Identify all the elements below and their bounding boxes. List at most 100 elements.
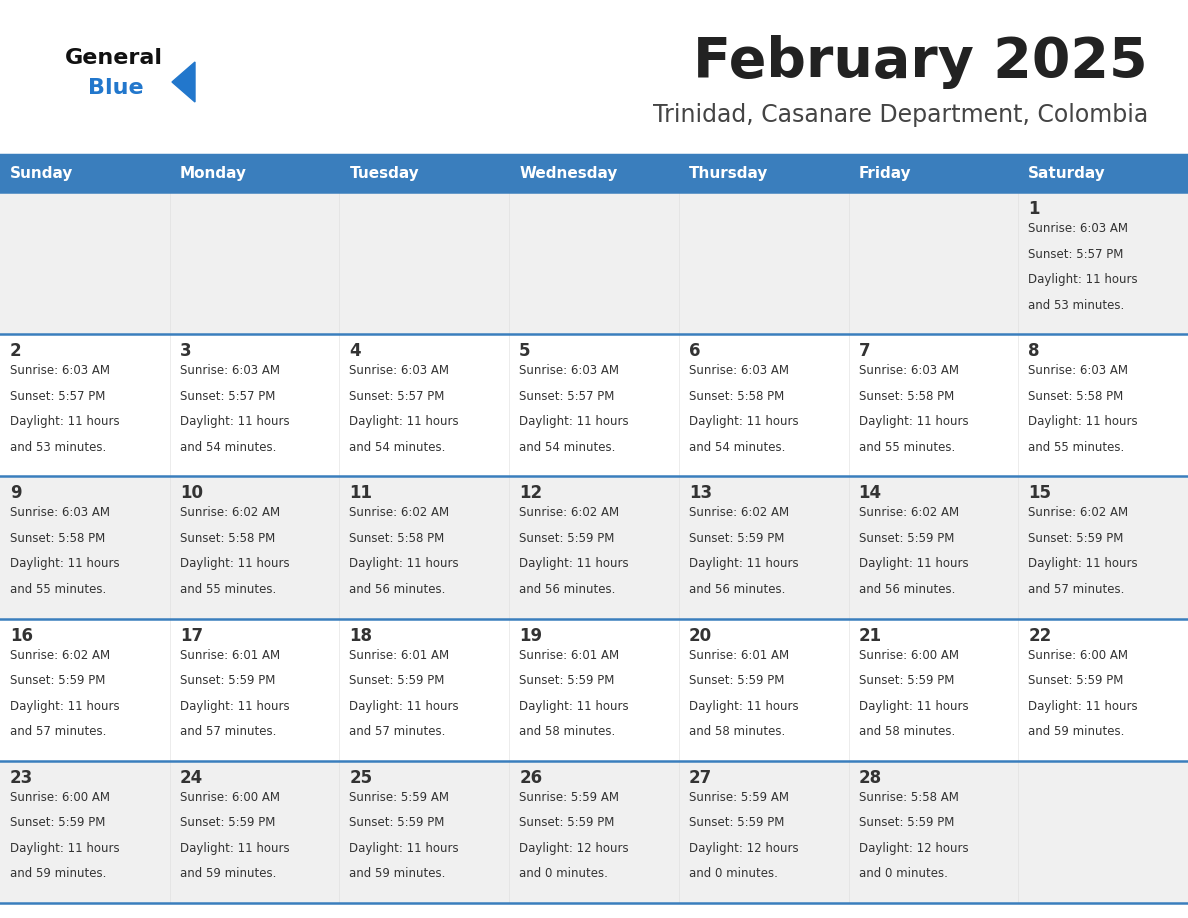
FancyBboxPatch shape — [510, 155, 678, 192]
FancyBboxPatch shape — [678, 334, 848, 476]
Text: and 54 minutes.: and 54 minutes. — [689, 441, 785, 453]
Text: Sunrise: 6:03 AM: Sunrise: 6:03 AM — [179, 364, 279, 377]
FancyBboxPatch shape — [1018, 192, 1188, 334]
Text: Daylight: 11 hours: Daylight: 11 hours — [10, 557, 120, 570]
Text: Sunrise: 6:01 AM: Sunrise: 6:01 AM — [179, 649, 280, 662]
Text: Sunrise: 6:02 AM: Sunrise: 6:02 AM — [1029, 507, 1129, 520]
Text: and 53 minutes.: and 53 minutes. — [10, 441, 106, 453]
FancyBboxPatch shape — [340, 334, 510, 476]
Text: 22: 22 — [1029, 627, 1051, 644]
FancyBboxPatch shape — [170, 761, 340, 903]
Text: 20: 20 — [689, 627, 712, 644]
FancyBboxPatch shape — [170, 334, 340, 476]
Text: Sunset: 5:57 PM: Sunset: 5:57 PM — [179, 390, 276, 403]
FancyBboxPatch shape — [848, 761, 1018, 903]
FancyBboxPatch shape — [0, 761, 170, 903]
Text: 3: 3 — [179, 342, 191, 360]
Text: Daylight: 11 hours: Daylight: 11 hours — [10, 700, 120, 712]
Text: Daylight: 11 hours: Daylight: 11 hours — [859, 700, 968, 712]
FancyBboxPatch shape — [0, 619, 170, 761]
Text: Sunrise: 6:03 AM: Sunrise: 6:03 AM — [349, 364, 449, 377]
Text: Daylight: 11 hours: Daylight: 11 hours — [179, 415, 290, 429]
FancyBboxPatch shape — [1018, 761, 1188, 903]
Text: Sunrise: 6:03 AM: Sunrise: 6:03 AM — [859, 364, 959, 377]
Text: Sunrise: 6:01 AM: Sunrise: 6:01 AM — [519, 649, 619, 662]
Text: and 55 minutes.: and 55 minutes. — [1029, 441, 1125, 453]
FancyBboxPatch shape — [0, 334, 170, 476]
FancyBboxPatch shape — [0, 155, 170, 192]
Text: Sunset: 5:59 PM: Sunset: 5:59 PM — [10, 816, 106, 829]
FancyBboxPatch shape — [848, 334, 1018, 476]
Text: and 59 minutes.: and 59 minutes. — [1029, 725, 1125, 738]
FancyBboxPatch shape — [678, 619, 848, 761]
Text: Sunset: 5:59 PM: Sunset: 5:59 PM — [859, 532, 954, 545]
Text: Sunrise: 5:58 AM: Sunrise: 5:58 AM — [859, 790, 959, 804]
Text: Daylight: 11 hours: Daylight: 11 hours — [1029, 700, 1138, 712]
FancyBboxPatch shape — [1018, 619, 1188, 761]
Text: Daylight: 11 hours: Daylight: 11 hours — [519, 557, 628, 570]
Text: Sunset: 5:59 PM: Sunset: 5:59 PM — [689, 674, 784, 688]
Text: and 54 minutes.: and 54 minutes. — [349, 441, 446, 453]
Text: Sunrise: 6:02 AM: Sunrise: 6:02 AM — [179, 507, 280, 520]
Text: 1: 1 — [1029, 200, 1040, 218]
Text: Daylight: 11 hours: Daylight: 11 hours — [1029, 273, 1138, 286]
Text: Sunday: Sunday — [10, 166, 74, 181]
Text: Sunrise: 6:02 AM: Sunrise: 6:02 AM — [859, 507, 959, 520]
Text: General: General — [65, 48, 163, 68]
FancyBboxPatch shape — [510, 334, 678, 476]
Text: Daylight: 11 hours: Daylight: 11 hours — [179, 557, 290, 570]
Text: 6: 6 — [689, 342, 701, 360]
Text: 7: 7 — [859, 342, 870, 360]
FancyBboxPatch shape — [848, 155, 1018, 192]
Text: Daylight: 11 hours: Daylight: 11 hours — [179, 842, 290, 855]
FancyBboxPatch shape — [340, 155, 510, 192]
FancyBboxPatch shape — [510, 619, 678, 761]
Text: Monday: Monday — [179, 166, 247, 181]
Text: 26: 26 — [519, 768, 542, 787]
Text: Sunset: 5:57 PM: Sunset: 5:57 PM — [519, 390, 614, 403]
Text: Daylight: 11 hours: Daylight: 11 hours — [10, 842, 120, 855]
Text: Daylight: 12 hours: Daylight: 12 hours — [859, 842, 968, 855]
Text: Saturday: Saturday — [1029, 166, 1106, 181]
Text: Sunset: 5:58 PM: Sunset: 5:58 PM — [859, 390, 954, 403]
Text: Sunrise: 6:01 AM: Sunrise: 6:01 AM — [689, 649, 789, 662]
Text: 27: 27 — [689, 768, 712, 787]
Text: Sunset: 5:57 PM: Sunset: 5:57 PM — [1029, 248, 1124, 261]
FancyBboxPatch shape — [678, 192, 848, 334]
Text: Daylight: 11 hours: Daylight: 11 hours — [689, 700, 798, 712]
Text: and 59 minutes.: and 59 minutes. — [179, 868, 276, 880]
FancyBboxPatch shape — [340, 761, 510, 903]
FancyBboxPatch shape — [848, 476, 1018, 619]
Text: Daylight: 11 hours: Daylight: 11 hours — [519, 415, 628, 429]
Text: 23: 23 — [10, 768, 33, 787]
Text: Sunrise: 6:02 AM: Sunrise: 6:02 AM — [349, 507, 449, 520]
Text: Sunset: 5:59 PM: Sunset: 5:59 PM — [10, 674, 106, 688]
Text: and 58 minutes.: and 58 minutes. — [859, 725, 955, 738]
Text: 16: 16 — [10, 627, 33, 644]
Text: and 0 minutes.: and 0 minutes. — [519, 868, 608, 880]
Text: and 54 minutes.: and 54 minutes. — [179, 441, 276, 453]
Text: 18: 18 — [349, 627, 372, 644]
Text: Wednesday: Wednesday — [519, 166, 618, 181]
Text: 19: 19 — [519, 627, 542, 644]
Text: 2: 2 — [10, 342, 21, 360]
Text: Sunset: 5:59 PM: Sunset: 5:59 PM — [1029, 532, 1124, 545]
Text: 28: 28 — [859, 768, 881, 787]
Text: Sunset: 5:59 PM: Sunset: 5:59 PM — [859, 674, 954, 688]
FancyBboxPatch shape — [340, 192, 510, 334]
Text: and 57 minutes.: and 57 minutes. — [349, 725, 446, 738]
Text: Daylight: 11 hours: Daylight: 11 hours — [349, 415, 459, 429]
Text: 9: 9 — [10, 485, 21, 502]
Text: Sunset: 5:59 PM: Sunset: 5:59 PM — [349, 816, 444, 829]
Text: 17: 17 — [179, 627, 203, 644]
FancyBboxPatch shape — [340, 476, 510, 619]
Text: 14: 14 — [859, 485, 881, 502]
Text: Sunset: 5:59 PM: Sunset: 5:59 PM — [179, 674, 276, 688]
Text: and 59 minutes.: and 59 minutes. — [10, 868, 107, 880]
Text: 21: 21 — [859, 627, 881, 644]
Text: Sunrise: 6:03 AM: Sunrise: 6:03 AM — [1029, 222, 1129, 235]
Text: Daylight: 11 hours: Daylight: 11 hours — [1029, 415, 1138, 429]
FancyBboxPatch shape — [510, 192, 678, 334]
Text: Sunrise: 6:02 AM: Sunrise: 6:02 AM — [519, 507, 619, 520]
Text: February 2025: February 2025 — [694, 35, 1148, 89]
